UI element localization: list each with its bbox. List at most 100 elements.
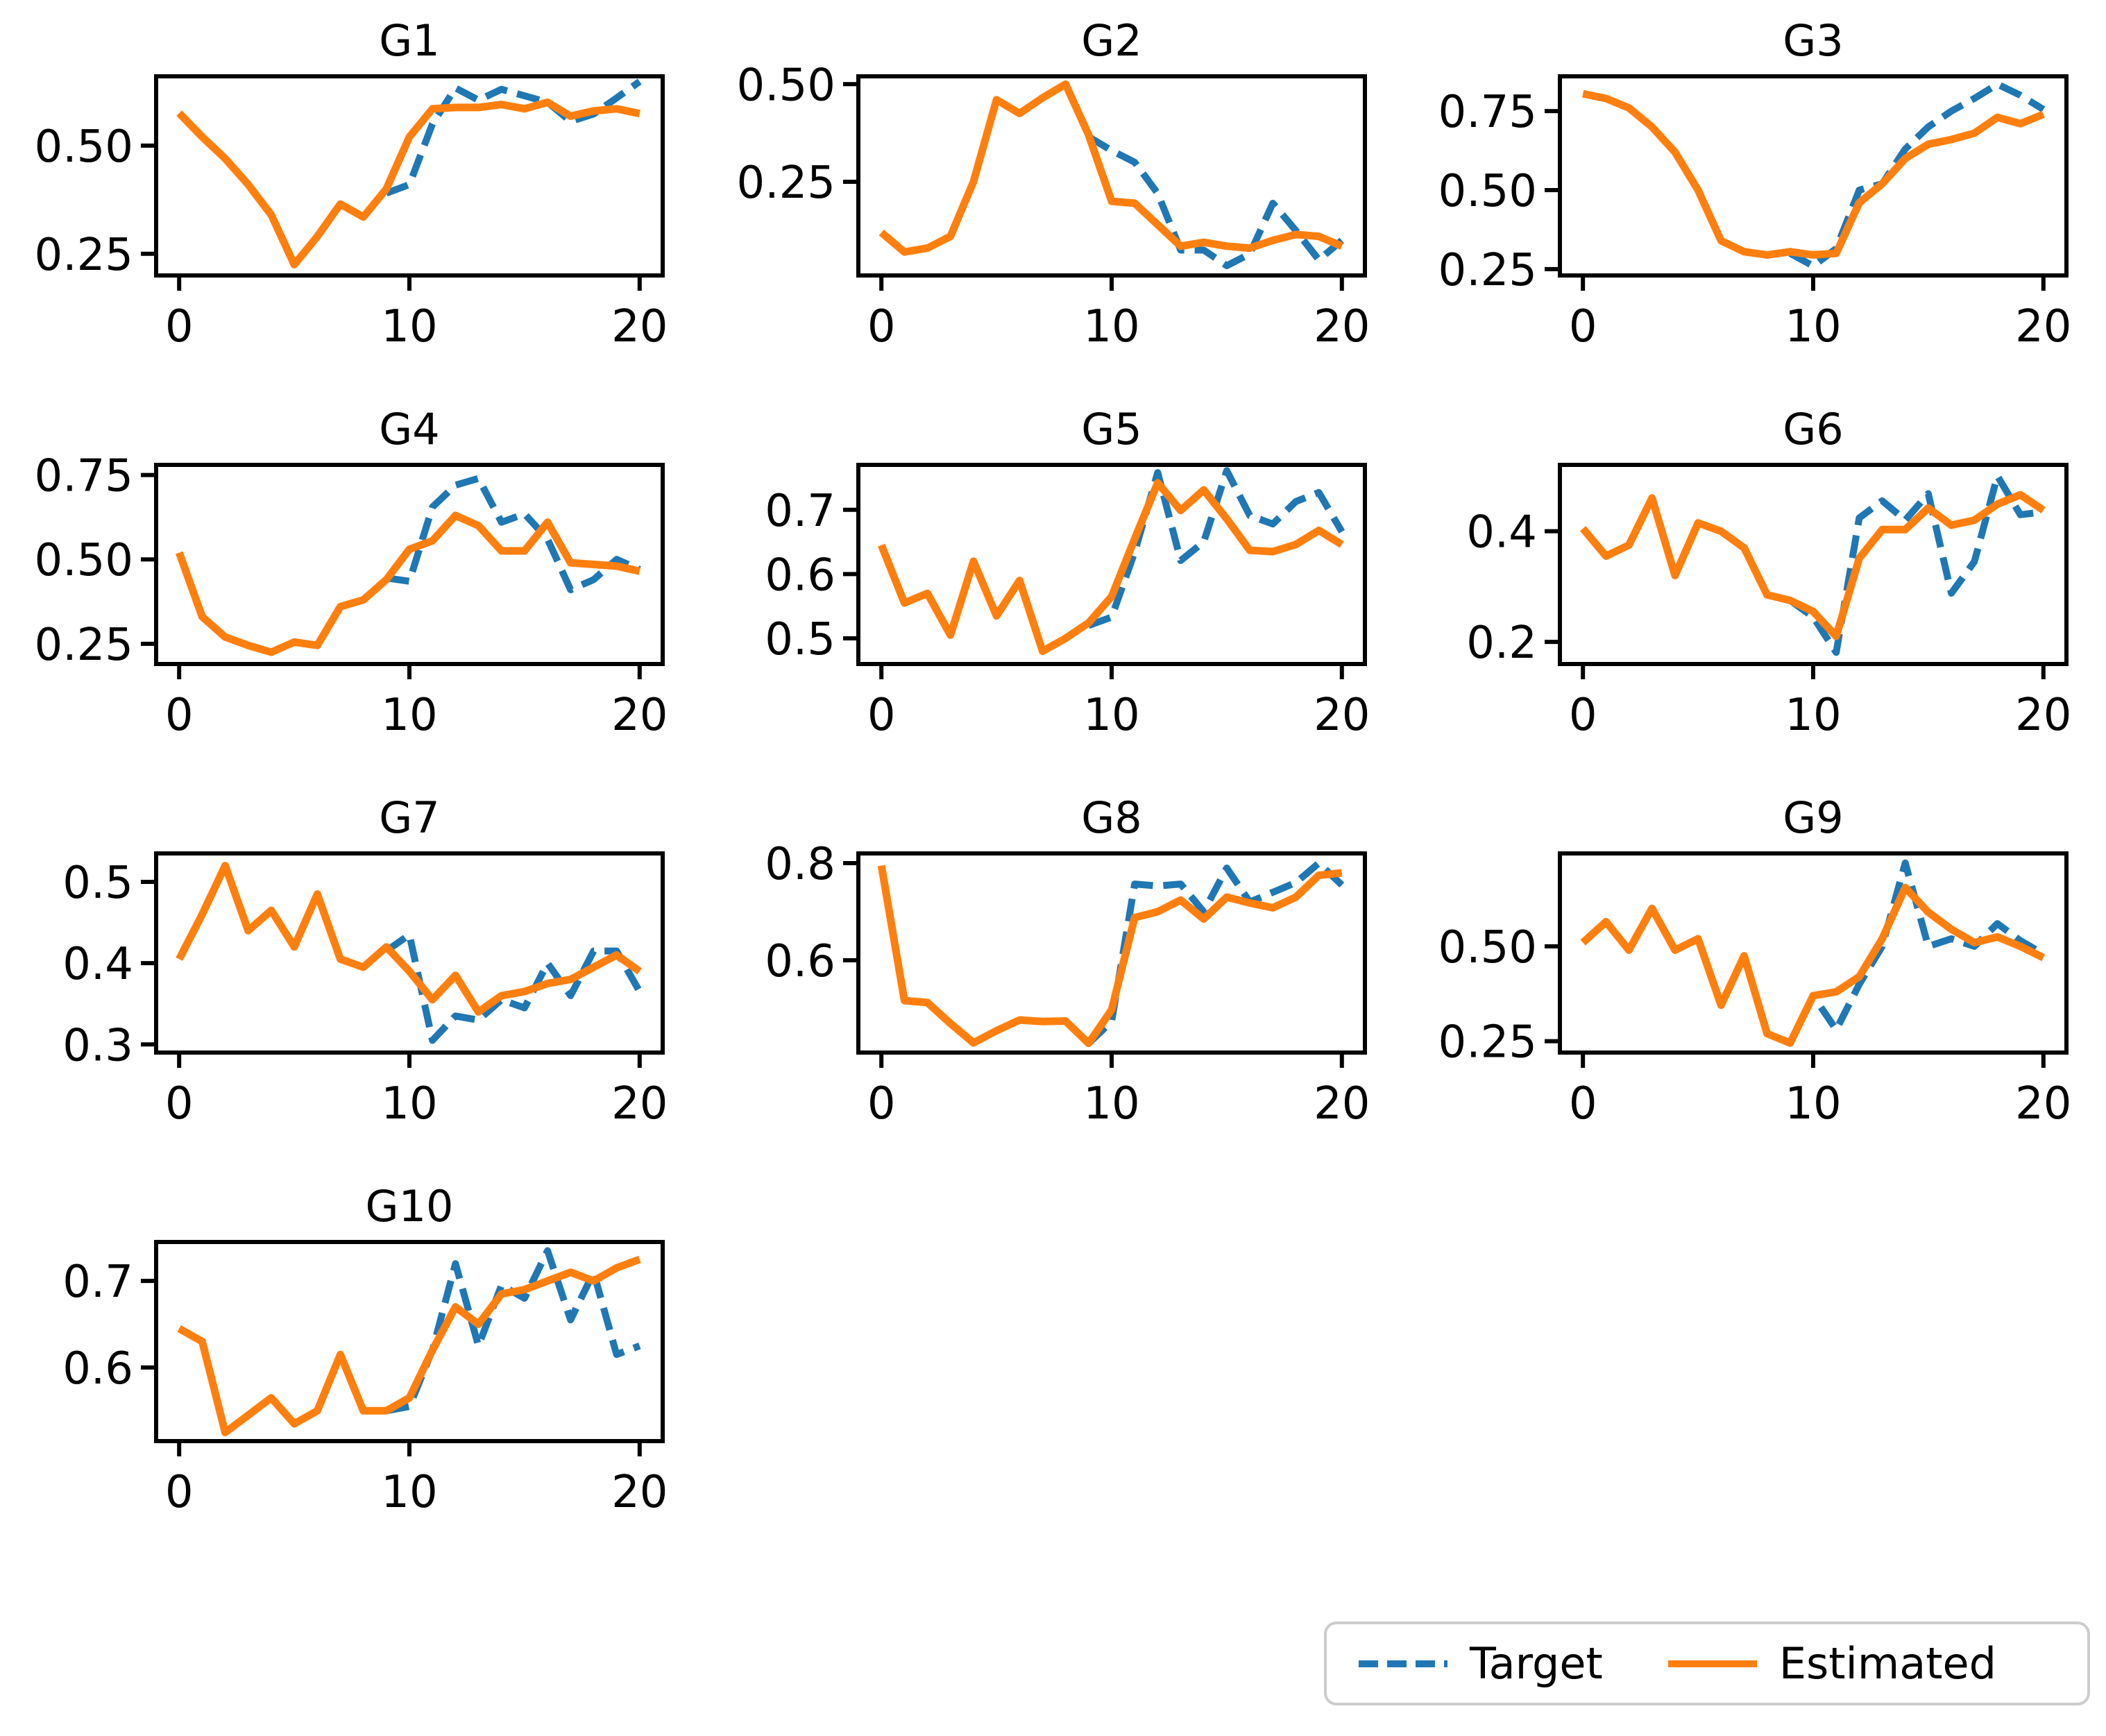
axes-frame [1558, 851, 2069, 1055]
subplot-g2: G2 0 10 20 0.25 0.50 [736, 15, 1370, 352]
subplot-g5: G5 0 10 20 0.5 0.6 0.7 [765, 404, 1370, 741]
subplot-title: G5 [1081, 404, 1141, 454]
x-tick-label: 0 [867, 301, 895, 352]
estimated-line-sample [1667, 1660, 1757, 1667]
subplot-title: G4 [379, 404, 439, 454]
subplot-g8: G8 0 10 20 0.6 0.8 [765, 792, 1370, 1130]
subplot-g6: G6 0 10 20 0.2 0.4 [1467, 404, 2072, 741]
x-tick-label: 10 [1785, 1078, 1842, 1130]
target-line [1086, 133, 1344, 269]
x-tick-label: 10 [381, 1467, 437, 1518]
subplot-g3: G3 0 10 20 0.25 0.50 0.75 [1438, 15, 2072, 352]
y-tick-label: 0.25 [35, 620, 133, 671]
y-tick-label: 0.6 [765, 936, 835, 987]
x-tick-label: 10 [1785, 301, 1842, 352]
y-tick-label: 0.75 [35, 451, 133, 502]
y-tick-label: 0.6 [62, 1343, 133, 1395]
estimated-line [176, 862, 642, 1016]
y-tick-label: 0.25 [736, 158, 835, 209]
x-tick-label: 20 [2015, 690, 2071, 741]
y-tick-label: 0.4 [62, 939, 133, 990]
estimated-line [877, 865, 1343, 1048]
y-tick-label: 0.5 [765, 614, 835, 665]
target-line [1087, 467, 1345, 629]
x-tick-label: 10 [381, 690, 437, 741]
subplot-title: G3 [1783, 15, 1844, 66]
y-tick-label: 0.7 [62, 1257, 133, 1308]
y-tick-label: 0.4 [1467, 507, 1538, 559]
subplot-title: G1 [379, 15, 439, 66]
y-tick-label: 0.5 [62, 858, 133, 909]
x-tick-label: 10 [1083, 1078, 1139, 1130]
target-line [1788, 472, 2044, 656]
y-tick-label: 0.50 [1438, 922, 1537, 973]
axes-frame [153, 74, 665, 278]
axes-frame [1558, 74, 2069, 278]
legend: Target Estimated [1324, 1622, 2090, 1705]
y-tick-label: 0.2 [1467, 618, 1538, 669]
x-tick-label: 20 [1314, 301, 1370, 352]
legend-item-target: Target [1357, 1642, 1603, 1685]
subplot-title: G6 [1783, 404, 1844, 454]
estimated-line [1580, 491, 2046, 640]
subplot-title: G8 [1081, 792, 1141, 843]
y-tick-label: 0.8 [765, 839, 835, 890]
x-tick-label: 20 [611, 1078, 668, 1130]
y-tick-label: 0.50 [1438, 166, 1537, 217]
y-tick-label: 0.7 [765, 486, 835, 537]
subplot-title: G7 [379, 792, 439, 843]
x-tick-label: 0 [867, 1078, 895, 1130]
target-line-sample [1359, 1660, 1447, 1667]
x-tick-label: 10 [381, 301, 437, 352]
x-tick-label: 0 [165, 690, 194, 741]
x-tick-label: 10 [1083, 690, 1139, 741]
subplot-g10: G10 0 10 20 0.6 0.7 [62, 1181, 668, 1518]
target-line [1787, 859, 2046, 1045]
subplot-title: G2 [1081, 15, 1141, 66]
y-tick-label: 0.50 [35, 121, 133, 173]
legend-label-estimated: Estimated [1778, 1637, 1997, 1689]
target-line [1788, 80, 2046, 270]
estimated-line [878, 80, 1343, 256]
subplot-g7: G7 0 10 20 0.3 0.4 0.5 [62, 792, 668, 1130]
y-tick-label: 0.50 [736, 60, 835, 111]
x-tick-label: 10 [1083, 301, 1139, 352]
subplot-g1: G1 0 10 20 0.25 0.50 [35, 15, 668, 352]
subplot-g4: G4 0 10 20 0.25 0.50 0.75 [35, 404, 668, 741]
estimated-line [177, 1255, 641, 1436]
x-tick-label: 20 [1314, 690, 1370, 741]
y-tick-label: 0.75 [1438, 87, 1537, 138]
y-tick-label: 0.3 [62, 1020, 133, 1071]
axes-frame [153, 1240, 665, 1443]
target-line [386, 475, 641, 593]
legend-label-target: Target [1470, 1637, 1603, 1689]
subplot-title: G10 [366, 1181, 454, 1232]
x-tick-label: 20 [2015, 1078, 2071, 1130]
x-tick-label: 0 [165, 1078, 194, 1130]
target-line [385, 78, 642, 197]
axes-frame [856, 463, 1367, 666]
y-tick-label: 0.25 [1438, 1017, 1537, 1069]
x-tick-label: 0 [1569, 1078, 1597, 1130]
x-tick-label: 0 [165, 301, 194, 352]
estimated-line [877, 479, 1344, 655]
estimated-line [176, 511, 640, 656]
estimated-line [1582, 90, 2046, 259]
estimated-line [176, 98, 640, 269]
y-tick-label: 0.25 [35, 230, 133, 281]
x-tick-label: 0 [867, 690, 895, 741]
x-tick-label: 10 [381, 1078, 437, 1130]
legend-item-estimated: Estimated [1667, 1642, 1996, 1685]
target-line [384, 931, 643, 1044]
subplot-title: G9 [1783, 792, 1844, 843]
y-tick-label: 0.50 [35, 535, 133, 586]
x-tick-label: 0 [1569, 690, 1597, 741]
x-tick-label: 0 [1569, 301, 1597, 352]
y-tick-label: 0.25 [1438, 245, 1537, 296]
x-tick-label: 10 [1785, 690, 1842, 741]
x-tick-label: 20 [611, 301, 668, 352]
y-tick-label: 0.6 [765, 550, 835, 601]
x-tick-label: 20 [2015, 301, 2071, 352]
x-tick-label: 20 [611, 690, 668, 741]
